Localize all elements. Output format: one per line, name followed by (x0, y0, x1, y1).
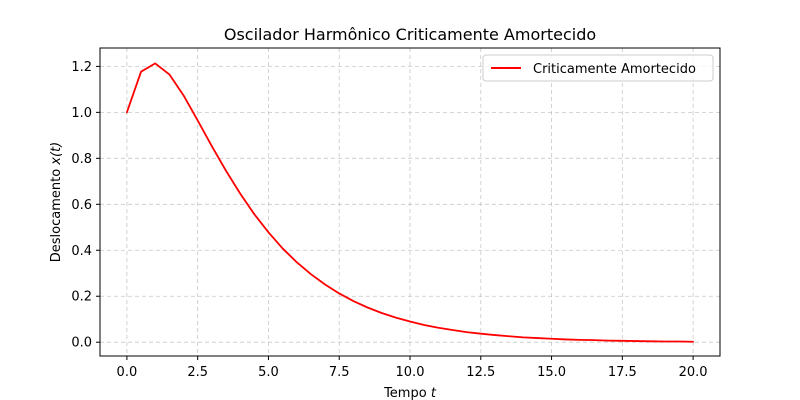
series-line (125, 62, 695, 343)
x-tick-label: 15.0 (537, 365, 566, 380)
chart-title: Oscilador Harmônico Criticamente Amortec… (224, 25, 596, 44)
x-tick-label: 12.5 (466, 365, 495, 380)
y-axis-ticks: 0.0 0.2 0.4 0.6 0.8 1.0 1.2 (71, 60, 100, 351)
x-tick-label: 5.0 (258, 365, 279, 380)
y-tick-label: 0.4 (71, 244, 92, 259)
y-tick-label: 1.0 (71, 106, 92, 121)
y-axis-label-text: Deslocamento (49, 165, 64, 263)
x-tick-label: 20.0 (679, 365, 708, 380)
y-tick-label: 0.0 (71, 336, 92, 351)
series-layer (125, 62, 695, 343)
x-tick-label: 10.0 (396, 365, 425, 380)
y-tick-label: 0.8 (71, 152, 92, 167)
legend: Criticamente Amortecido (482, 54, 714, 82)
legend-label: Criticamente Amortecido (533, 62, 696, 77)
x-axis-ticks: 0.0 2.5 5.0 7.5 10.0 12.5 15.0 17.5 20.0 (117, 356, 708, 380)
y-tick-label: 0.2 (71, 290, 92, 305)
x-tick-label: 7.5 (329, 365, 350, 380)
y-axis-label: Deslocamento x(t) (49, 142, 64, 262)
grid (100, 48, 720, 356)
legend-box (482, 54, 714, 82)
y-tick-label: 0.6 (71, 198, 92, 213)
y-axis-label-variable: x(t) (49, 142, 64, 166)
x-tick-label: 17.5 (608, 365, 637, 380)
x-axis-label-text: Tempo (383, 386, 431, 400)
x-axis-label-variable: t (431, 386, 437, 400)
y-tick-label: 1.2 (71, 60, 92, 75)
x-tick-label: 0.0 (117, 365, 138, 380)
x-axis-label: Tempo t (383, 386, 437, 400)
x-tick-label: 2.5 (187, 365, 208, 380)
